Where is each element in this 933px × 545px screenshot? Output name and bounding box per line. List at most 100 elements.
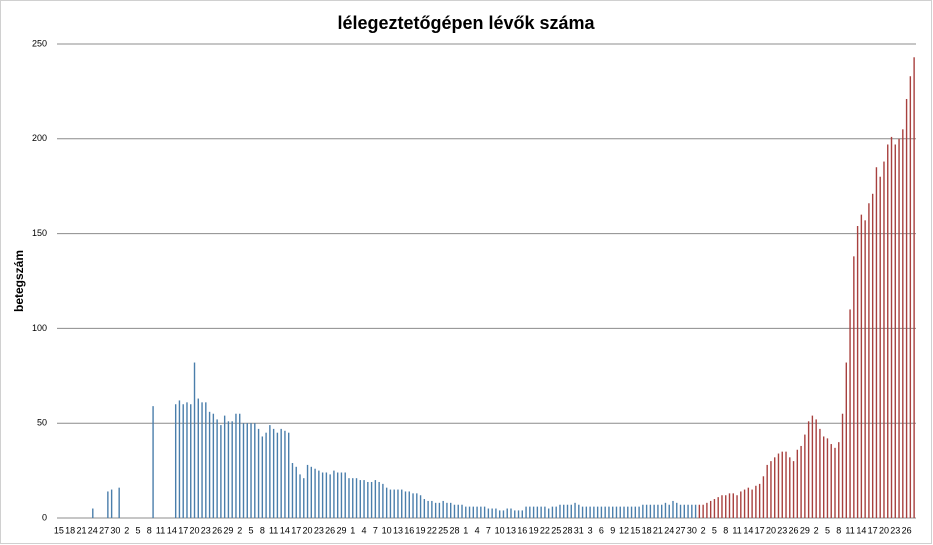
bar <box>110 489 113 518</box>
bar <box>642 504 644 518</box>
bar <box>668 504 670 518</box>
x-tick-label: 8 <box>147 525 152 535</box>
bar <box>182 404 184 518</box>
bar <box>781 451 783 518</box>
bar <box>412 493 414 518</box>
bar <box>864 220 866 518</box>
x-tick-label: 14 <box>856 525 866 535</box>
bar <box>834 447 836 518</box>
bar <box>208 411 211 518</box>
bar <box>280 428 282 518</box>
x-tick-label: 26 <box>212 525 222 535</box>
x-tick-label: 18 <box>642 525 652 535</box>
x-tick-label: 8 <box>836 525 841 535</box>
bar <box>288 432 290 518</box>
y-tick-label: 250 <box>32 38 47 48</box>
bar <box>242 423 245 518</box>
bar <box>887 144 889 518</box>
bar <box>427 500 429 518</box>
bar <box>529 506 531 518</box>
x-tick-label: 2 <box>237 525 242 535</box>
bar <box>717 497 719 518</box>
bar <box>291 463 294 518</box>
bar <box>416 493 418 518</box>
bar <box>694 504 697 518</box>
bar <box>272 428 275 518</box>
bar <box>612 506 614 518</box>
bar <box>883 161 885 518</box>
x-tick-label: 11 <box>156 525 165 535</box>
bar <box>246 423 248 518</box>
x-tick-label: 20 <box>766 525 776 535</box>
bar <box>804 434 806 518</box>
bar <box>551 506 554 518</box>
x-tick-label: 16 <box>517 525 527 535</box>
bar <box>634 506 637 518</box>
bar <box>691 504 693 518</box>
x-tick-label: 10 <box>495 525 505 535</box>
bar <box>446 502 448 518</box>
x-tick-label: 5 <box>712 525 717 535</box>
bar <box>909 76 912 519</box>
bar <box>329 474 331 518</box>
bar <box>419 495 422 518</box>
bar <box>498 510 501 518</box>
bar <box>336 472 339 518</box>
bar <box>758 483 761 518</box>
bar <box>702 504 704 518</box>
bar <box>190 404 192 518</box>
x-tick-label: 28 <box>449 525 459 535</box>
y-axis-label: betegszám <box>12 250 26 312</box>
bar <box>521 510 523 518</box>
bar <box>178 400 181 518</box>
x-tick-label: 25 <box>438 525 448 535</box>
x-tick-label: 2 <box>814 525 819 535</box>
x-tick-label: 29 <box>223 525 233 535</box>
x-tick-label: 30 <box>687 525 697 535</box>
bar <box>811 415 814 518</box>
bar <box>299 474 301 518</box>
bar <box>367 481 369 518</box>
y-tick-label: 0 <box>42 512 47 522</box>
x-tick-label: 29 <box>336 525 346 535</box>
x-tick-label: 14 <box>167 525 177 535</box>
bar <box>359 480 361 518</box>
bar <box>186 402 188 518</box>
bar <box>585 506 588 518</box>
x-tick-label: 27 <box>676 525 686 535</box>
bar <box>856 226 859 519</box>
bar <box>212 413 215 518</box>
bar <box>755 485 757 518</box>
bar <box>239 413 241 518</box>
bar <box>822 436 825 518</box>
bar <box>657 504 659 518</box>
x-tick-label: 4 <box>475 525 480 535</box>
bar <box>800 445 802 518</box>
x-tick-label: 9 <box>610 525 615 535</box>
bar <box>743 489 746 518</box>
bar <box>838 442 840 518</box>
bar <box>751 489 753 518</box>
bar <box>453 504 456 518</box>
bar <box>197 398 199 518</box>
bar <box>408 491 410 518</box>
bar <box>510 508 512 518</box>
bar <box>868 203 870 518</box>
bar <box>589 506 591 518</box>
y-tick-label: 200 <box>32 133 47 143</box>
x-tick-label: 2 <box>124 525 129 535</box>
x-tick-label: 5 <box>249 525 254 535</box>
bar <box>506 508 508 518</box>
bar <box>348 478 350 518</box>
bar <box>777 453 780 518</box>
bar <box>740 491 742 518</box>
x-tick-label: 1 <box>463 525 468 535</box>
bar <box>819 428 821 518</box>
x-tick-label: 17 <box>178 525 188 535</box>
bar <box>434 502 437 518</box>
bar <box>898 138 900 519</box>
y-tick-label: 100 <box>32 323 47 333</box>
bar <box>770 461 772 518</box>
